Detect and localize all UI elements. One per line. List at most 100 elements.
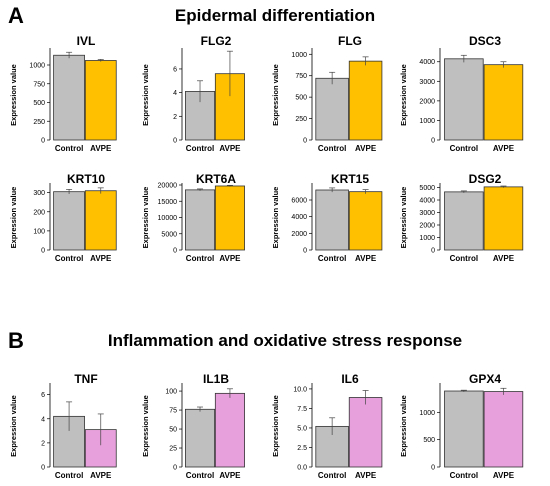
section-title-a: Epidermal differentiation — [174, 6, 376, 25]
chart-title: TNF — [74, 372, 97, 386]
y-tick-label: 0 — [41, 138, 45, 145]
panel-letter-b: B — [8, 328, 24, 353]
x-tick-label: Control — [450, 471, 478, 480]
y-tick-label: 1000 — [291, 52, 307, 59]
y-tick-label: 15000 — [158, 199, 178, 206]
x-tick-label: AVPE — [90, 144, 112, 153]
x-tick-label: Control — [450, 144, 478, 153]
bar-avpe — [483, 64, 524, 141]
bar-avpe — [84, 190, 117, 251]
chart-title: IL1B — [203, 372, 229, 386]
bar-control — [53, 191, 85, 251]
x-tick-label: Control — [450, 254, 478, 263]
y-tick-label: 1000 — [419, 410, 435, 417]
chart-krt10: KRT10 0 100 200 300 Expression value Control AV… — [9, 172, 117, 263]
y-tick-label: 0 — [431, 465, 435, 472]
bar-avpe — [84, 60, 117, 141]
bar-control — [444, 58, 484, 141]
y-tick-label: 20000 — [158, 183, 178, 190]
bar-control — [444, 191, 484, 251]
chart-title: KRT6A — [196, 172, 236, 186]
bar-control — [315, 77, 349, 141]
x-tick-label: Control — [55, 471, 83, 480]
x-tick-label: AVPE — [219, 144, 241, 153]
y-axis-label: Expression value — [399, 395, 408, 457]
y-axis-label: Expression value — [399, 64, 408, 126]
chart-il6: IL6 0.0 2.5 5.0 7.5 10.0 Expression value Contr… — [271, 372, 383, 480]
y-tick-label: 6000 — [291, 198, 307, 205]
y-tick-label: 1000 — [419, 118, 435, 125]
chart-il1b: IL1B 0 25 50 75 100 Expression value Control AVP… — [141, 372, 245, 480]
y-tick-label: 0 — [431, 248, 435, 255]
y-tick-label: 0 — [173, 248, 177, 255]
chart-title: KRT15 — [331, 172, 369, 186]
y-tick-label: 750 — [295, 73, 307, 80]
bar-avpe — [348, 397, 383, 468]
y-tick-label: 6 — [173, 66, 177, 73]
bar-control — [315, 189, 349, 251]
y-tick-label: 500 — [33, 100, 45, 107]
y-axis-label: Expression value — [399, 187, 408, 249]
y-tick-label: 6 — [41, 392, 45, 399]
bar-avpe — [214, 185, 245, 251]
bar-avpe — [348, 60, 383, 141]
chart-tnf: TNF 0 2 4 6 Expression value Control AVPE — [9, 372, 117, 480]
y-axis-label: Expression value — [9, 187, 18, 249]
chart-title: DSG2 — [469, 172, 502, 186]
y-tick-label: 300 — [33, 190, 45, 197]
y-tick-label: 0.0 — [297, 465, 307, 472]
x-tick-label: Control — [318, 254, 346, 263]
chart-title: GPX4 — [469, 372, 501, 386]
y-tick-label: 0 — [303, 138, 307, 145]
bar-control — [53, 54, 85, 141]
x-tick-label: Control — [318, 144, 346, 153]
y-tick-label: 3000 — [419, 79, 435, 86]
y-axis-label: Expression value — [271, 187, 280, 249]
x-tick-label: AVPE — [90, 254, 112, 263]
x-tick-label: Control — [186, 254, 214, 263]
chart-title: FLG2 — [201, 34, 232, 48]
y-axis-label: Expression value — [271, 64, 280, 126]
y-tick-label: 250 — [295, 116, 307, 123]
section-title-b: Inflammation and oxidative stress respon… — [107, 331, 463, 350]
x-tick-label: Control — [55, 254, 83, 263]
x-tick-label: AVPE — [90, 471, 112, 480]
y-tick-label: 0 — [173, 465, 177, 472]
chart-flg2: FLG2 0 2 4 6 Expression value Control AVPE — [141, 34, 245, 153]
y-axis-label: Expression value — [9, 64, 18, 126]
y-tick-label: 0 — [41, 465, 45, 472]
y-tick-label: 4 — [41, 416, 45, 423]
y-tick-label: 5000 — [419, 185, 435, 192]
y-tick-label: 10000 — [158, 215, 178, 222]
y-tick-label: 0 — [41, 248, 45, 255]
x-tick-label: AVPE — [493, 254, 515, 263]
y-axis-label: Expression value — [9, 395, 18, 457]
y-tick-label: 1000 — [419, 235, 435, 242]
y-tick-label: 0 — [303, 248, 307, 255]
chart-dsg2: DSG2 0 1000 2000 3000 4000 5000 Expression valu… — [399, 172, 524, 263]
x-tick-label: Control — [55, 144, 83, 153]
y-tick-label: 5.0 — [297, 425, 307, 432]
x-tick-label: AVPE — [355, 254, 377, 263]
y-tick-label: 75 — [169, 408, 177, 415]
y-tick-label: 250 — [33, 119, 45, 126]
chart-title: KRT10 — [67, 172, 105, 186]
y-tick-label: 2000 — [291, 231, 307, 238]
chart-gpx4: GPX4 0 500 1000 Expression value Control AVPE — [399, 372, 524, 480]
bar-control — [444, 390, 484, 468]
bar-control — [184, 408, 216, 468]
chart-title: DSC3 — [469, 34, 501, 48]
x-tick-label: AVPE — [493, 144, 515, 153]
x-tick-label: AVPE — [355, 144, 377, 153]
panel-letter-a: A — [8, 3, 24, 28]
chart-title: FLG — [338, 34, 362, 48]
y-axis-label: Expression value — [141, 395, 150, 457]
y-tick-label: 2000 — [419, 98, 435, 105]
y-tick-label: 50 — [169, 427, 177, 434]
y-tick-label: 500 — [423, 437, 435, 444]
y-tick-label: 25 — [169, 446, 177, 453]
y-tick-label: 0 — [173, 138, 177, 145]
chart-ivl: IVL 0 250 500 750 1000 Expression value Control… — [9, 34, 117, 153]
y-tick-label: 200 — [33, 209, 45, 216]
